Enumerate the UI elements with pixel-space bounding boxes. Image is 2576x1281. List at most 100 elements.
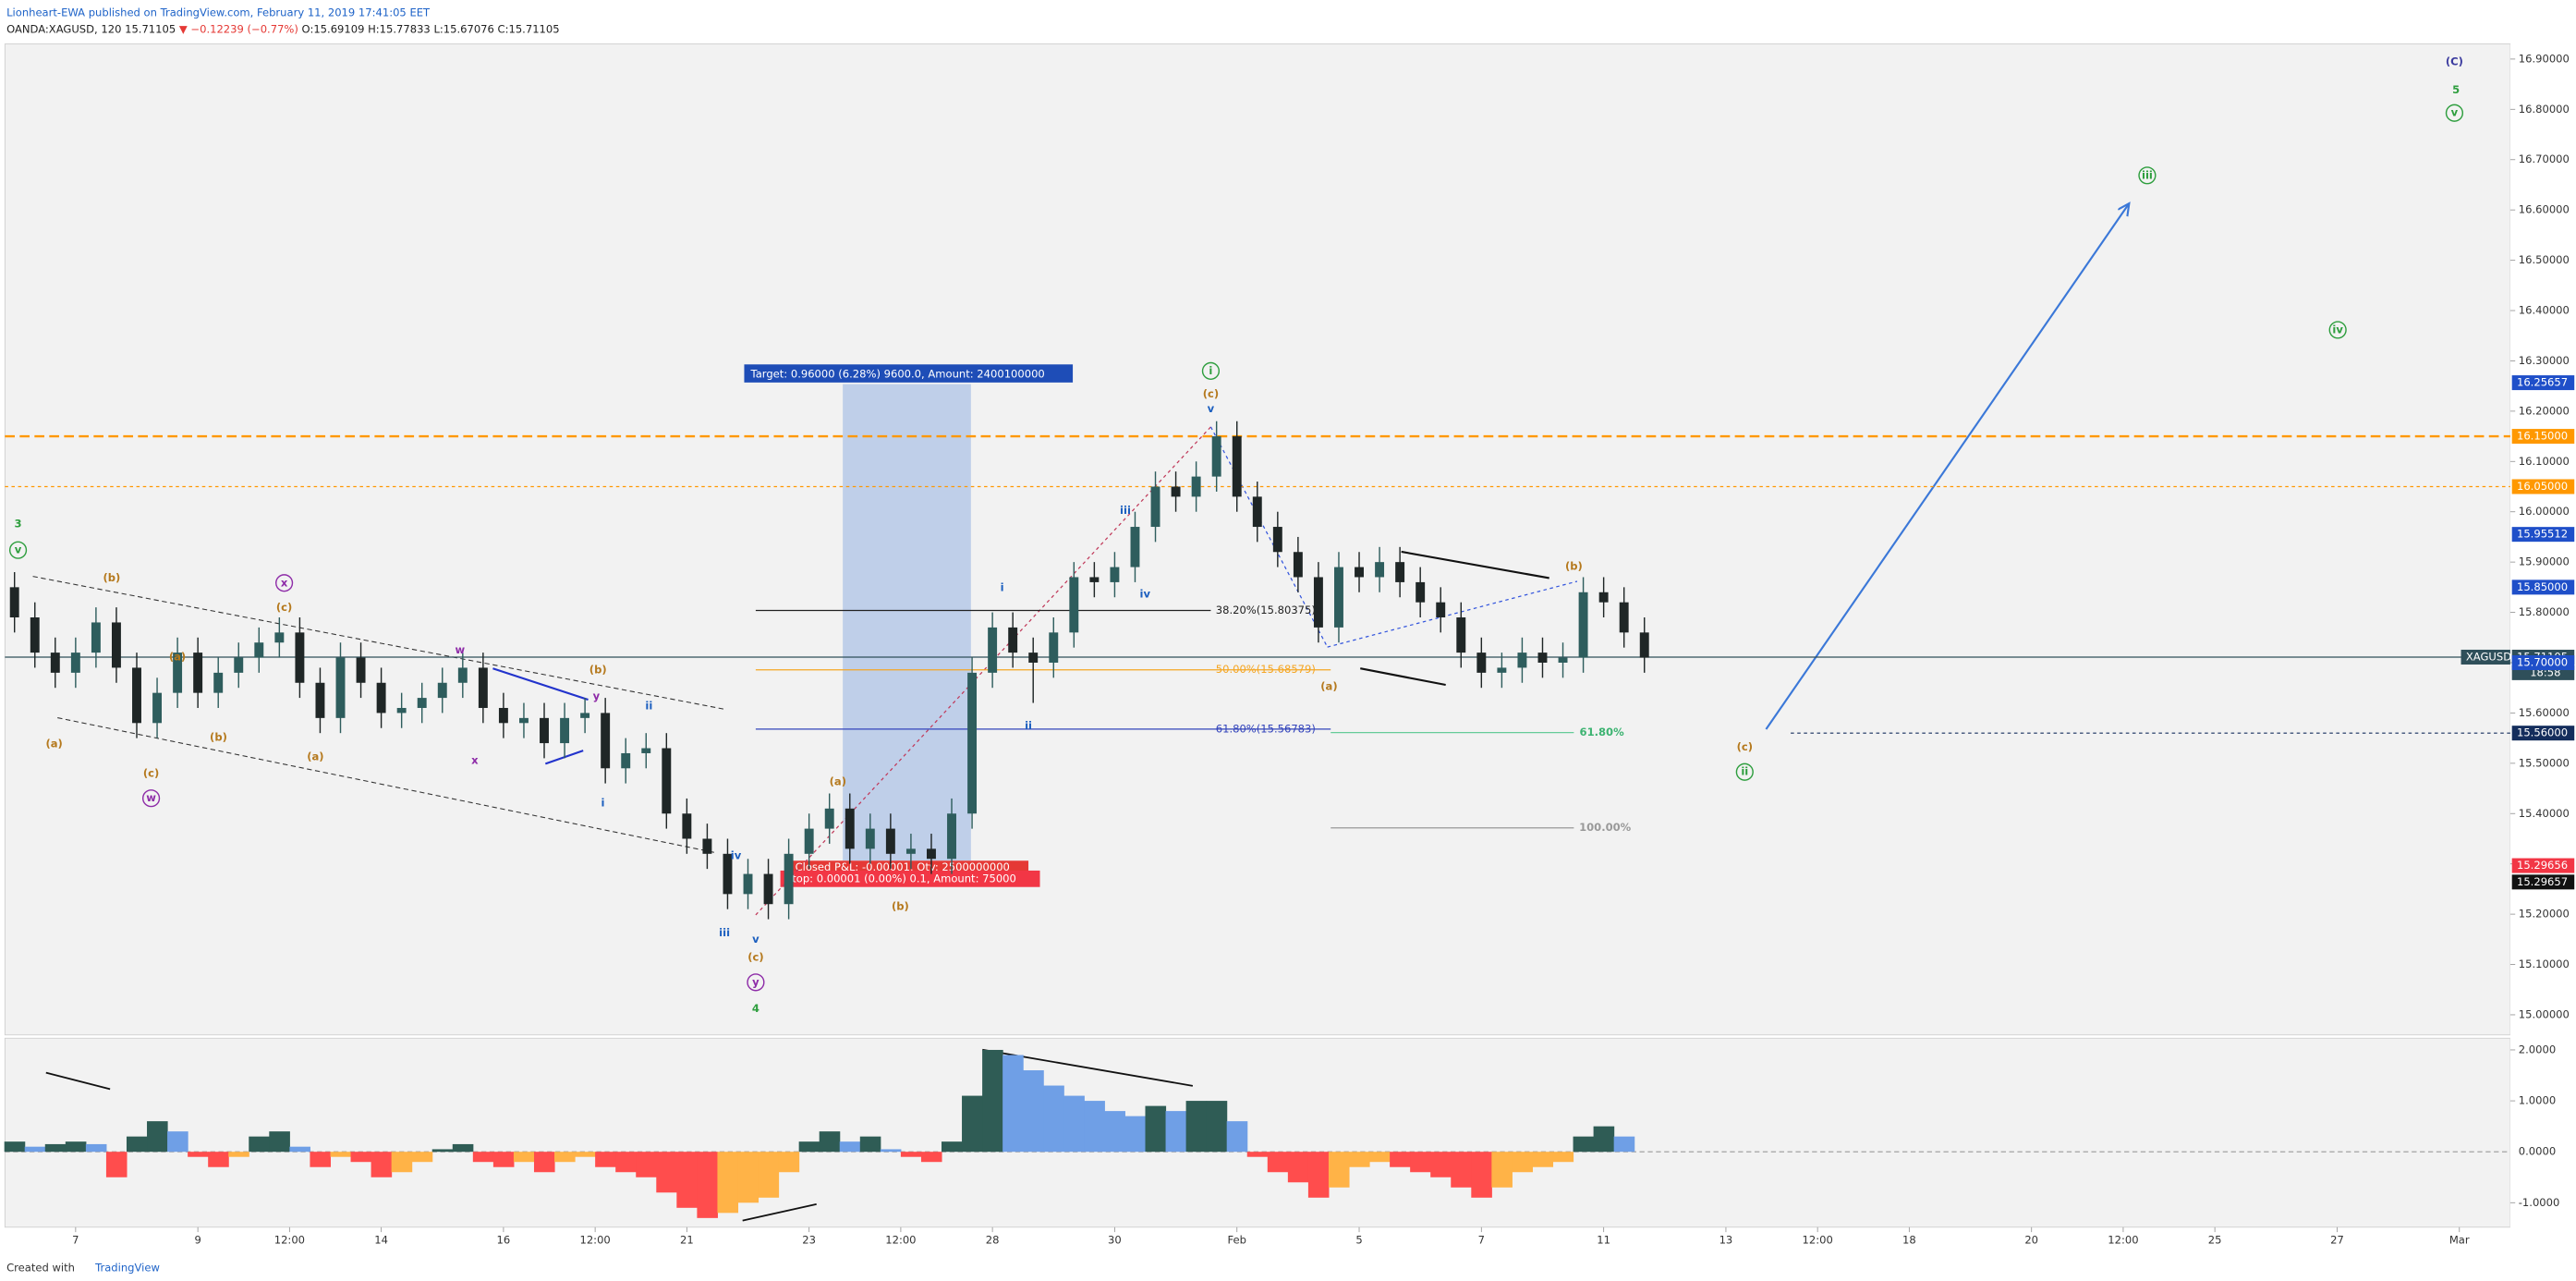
x-tick-label: 12:00 <box>2108 1233 2138 1246</box>
oscillator-bar <box>1390 1152 1411 1167</box>
oscillator-bar <box>391 1152 413 1173</box>
candle-body <box>213 672 224 693</box>
wave-label: iv <box>1140 588 1151 601</box>
price-label-box <box>2511 874 2575 890</box>
oscillator-bar <box>533 1152 555 1173</box>
candle-body <box>132 667 141 724</box>
fib-label: 50.00%(15.68579) <box>1216 663 1316 676</box>
x-tick-label: 23 <box>802 1233 816 1246</box>
wave-label: w <box>456 643 466 656</box>
oscillator-bar <box>1552 1152 1574 1163</box>
wave-circle <box>2445 104 2464 122</box>
oscillator-bar <box>65 1141 87 1153</box>
price-label-box <box>2511 527 2575 543</box>
wave-label: i <box>601 797 605 810</box>
candle-body <box>70 653 80 673</box>
x-tick-label: 27 <box>2330 1233 2344 1246</box>
oscillator-bar <box>819 1131 841 1153</box>
oscillator-bar <box>1246 1152 1269 1157</box>
candle-body <box>50 653 60 673</box>
oscillator-bar <box>105 1152 128 1177</box>
candle-body <box>1293 552 1303 578</box>
candle-body <box>885 828 895 854</box>
y-tick-label: 0.0000 <box>2519 1145 2556 1158</box>
wave-label: y <box>593 689 601 702</box>
oscillator-bar <box>289 1146 310 1153</box>
oscillator-bar <box>1104 1111 1125 1153</box>
target-zone <box>843 384 971 861</box>
y-tick-label: 2.0000 <box>2519 1043 2556 1055</box>
candle-body <box>234 657 244 673</box>
oscillator-bar <box>126 1136 148 1153</box>
candle-body <box>804 828 814 854</box>
x-tick-label: 14 <box>374 1233 388 1246</box>
oscillator-bar <box>85 1143 107 1153</box>
change: ▼ −0.12239 (−0.77%) <box>179 22 298 35</box>
symbol-box <box>2461 649 2510 665</box>
wave-circle <box>1735 762 1754 781</box>
price-label: 15.56000 <box>2517 726 2568 739</box>
oscillator-bar <box>1267 1152 1289 1173</box>
price-label-box <box>2511 654 2575 670</box>
oscillator-bar <box>636 1152 657 1177</box>
candle-body <box>1517 653 1527 668</box>
oscillator-bar <box>1206 1101 1228 1153</box>
x-tick-label: 7 <box>72 1233 79 1246</box>
oscillator-bar <box>1185 1101 1208 1153</box>
oscillator-bar <box>778 1152 800 1173</box>
price-label: 15.29657 <box>2517 875 2568 888</box>
y-tick-label: 15.80000 <box>2519 605 2570 618</box>
wave-label: (b) <box>210 730 227 743</box>
candle-body <box>1008 627 1018 653</box>
footer-created: Created with <box>6 1262 75 1275</box>
candle-body <box>295 632 305 683</box>
candle-body <box>560 717 570 744</box>
candle-body <box>641 748 651 753</box>
candle-body <box>417 698 427 708</box>
oscillator-bar <box>717 1152 739 1214</box>
oscillator-bar <box>350 1152 372 1163</box>
y-tick-label: 15.90000 <box>2519 555 2570 568</box>
wave-label: 4 <box>752 1002 759 1015</box>
wave-label: (b) <box>589 664 607 677</box>
candle-body <box>30 617 40 653</box>
channel-line <box>57 717 715 853</box>
wave-label: (c) <box>276 601 292 614</box>
wave-label: 100.00% <box>1579 821 1632 834</box>
wave-label: v <box>752 933 759 946</box>
wave-label: v <box>2451 106 2459 119</box>
x-tick-label: 7 <box>1478 1233 1485 1246</box>
candle-body <box>1069 577 1079 633</box>
oscillator-bar <box>1165 1111 1187 1153</box>
wave-label: iii <box>719 926 730 939</box>
wave-label: v <box>1208 402 1215 415</box>
candle-body <box>111 622 121 668</box>
price-label: 15.95512 <box>2517 528 2568 541</box>
oscillator-bar <box>411 1152 433 1163</box>
candle-body <box>1476 653 1487 673</box>
channel-line <box>32 576 727 711</box>
y-tick-label: 15.60000 <box>2519 706 2570 719</box>
wave-label: 61.80% <box>1580 726 1625 738</box>
x-tick-label: 12:00 <box>274 1233 305 1246</box>
wave-label: iii <box>1120 504 1131 517</box>
price-label-box <box>2511 479 2575 494</box>
candle-body <box>1089 577 1100 582</box>
x-tick-label: 18 <box>1902 1233 1916 1246</box>
candle-body <box>1456 617 1466 653</box>
wave-label: iv <box>731 848 742 861</box>
candle-body <box>784 853 794 905</box>
price-label: 15.29656 <box>2517 859 2568 872</box>
candle-body <box>518 717 529 724</box>
y-tick-label: 16.50000 <box>2519 253 2570 266</box>
oscillator-bar <box>676 1152 698 1208</box>
ohlc: O:15.69109 H:15.77833 L:15.67076 C:15.71… <box>302 22 560 35</box>
candle-body <box>1355 567 1364 578</box>
candle-body <box>927 848 936 860</box>
y-tick-label: 16.70000 <box>2519 152 2570 165</box>
candle-body <box>905 848 916 854</box>
marks: 15.0000015.1000015.2000015.3000015.40000… <box>4 52 2575 1246</box>
oscillator-bar <box>737 1152 759 1203</box>
y-tick-label: 16.20000 <box>2519 404 2570 417</box>
